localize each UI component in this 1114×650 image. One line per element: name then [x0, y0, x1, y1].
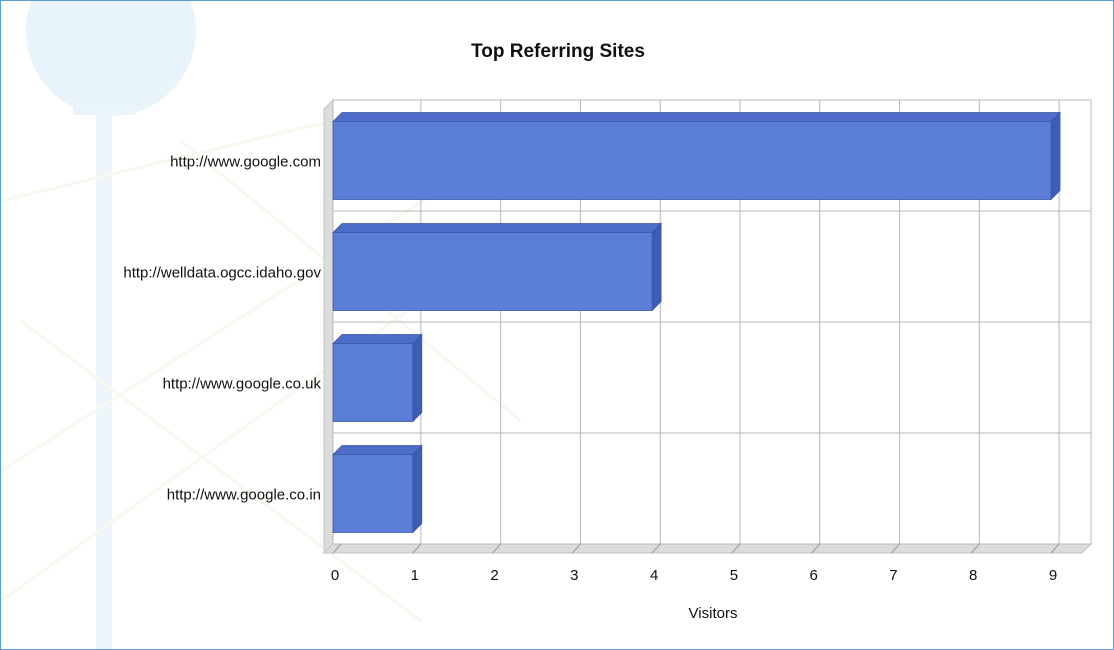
y-category-label: http://www.google.co.uk: [163, 376, 322, 393]
x-tick-label: 1: [411, 567, 419, 584]
bar-top: [332, 334, 423, 344]
bar-side: [412, 333, 423, 423]
floor-tick: [651, 543, 661, 554]
floor-tick: [731, 543, 741, 554]
x-tick-label: 9: [1049, 567, 1057, 584]
bar: [332, 232, 653, 311]
x-tick-label: 8: [969, 567, 977, 584]
y-category-label: http://www.google.co.in: [167, 487, 321, 504]
left-wall: [323, 98, 334, 555]
floor-tick: [571, 543, 581, 554]
floor-tick: [1050, 543, 1060, 554]
y-category-label: http://welldata.ogcc.idaho.gov: [123, 265, 321, 282]
x-axis-label: Visitors: [688, 605, 738, 622]
bar-top: [332, 112, 1061, 122]
bar-top: [332, 223, 663, 233]
x-tick-label: 0: [331, 567, 339, 584]
x-tick-label: 6: [809, 567, 817, 584]
x-tick-label: 5: [730, 567, 738, 584]
floor-tick: [412, 543, 422, 554]
floor-tick: [970, 543, 980, 554]
floor-wall: [322, 543, 1093, 554]
x-tick-label: 2: [490, 567, 498, 584]
bar: [332, 121, 1052, 200]
bar-side: [651, 222, 662, 312]
y-category-label: http://www.google.com: [170, 154, 321, 171]
floor-tick: [332, 543, 342, 554]
bar: [332, 343, 414, 422]
floor-tick: [811, 543, 821, 554]
bar: [332, 454, 414, 533]
floor-tick: [492, 543, 502, 554]
bar-top: [332, 445, 423, 455]
bar-side: [412, 444, 423, 534]
x-tick-label: 4: [650, 567, 658, 584]
x-tick-label: 7: [889, 567, 897, 584]
floor-tick: [891, 543, 900, 554]
x-tick-label: 3: [570, 567, 578, 584]
chart-title: Top Referring Sites: [471, 41, 645, 62]
bar-side: [1050, 111, 1061, 201]
